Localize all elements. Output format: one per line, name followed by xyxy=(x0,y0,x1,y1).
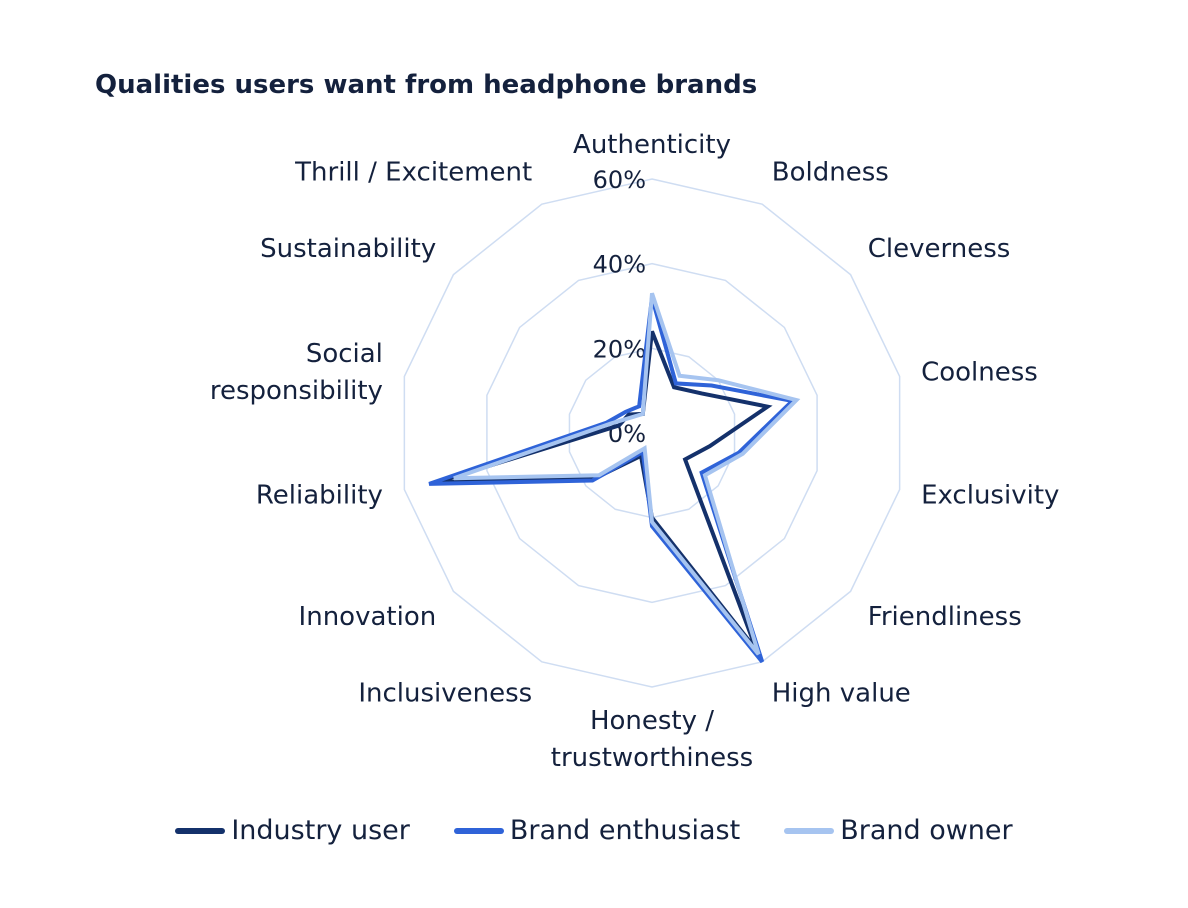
axis-label-social-responsibility: Social responsibility xyxy=(210,339,383,406)
legend-swatch-industry-user xyxy=(175,827,226,834)
axis-label-thrill-excitement: Thrill / Excitement xyxy=(294,157,532,187)
axis-label-authenticity: Authenticity xyxy=(573,130,731,160)
axis-label-cleverness: Cleverness xyxy=(868,234,1011,264)
legend-item-brand-owner: Brand owner xyxy=(784,815,1013,846)
legend-label-brand-enthusiast: Brand enthusiast xyxy=(509,815,741,846)
axis-label-sustainability: Sustainability xyxy=(260,234,436,264)
r-tick-label-0: 0% xyxy=(608,420,646,448)
axis-label-honesty-trustworthiness: Honesty / trustworthiness xyxy=(551,706,753,773)
series-line-brand-owner xyxy=(453,292,801,656)
r-tick-label-60: 60% xyxy=(593,166,646,194)
axis-label-high-value: High value xyxy=(772,679,911,709)
legend-item-brand-enthusiast: Brand enthusiast xyxy=(453,815,741,846)
gridline-ring-3 xyxy=(403,178,901,688)
r-tick-label-40: 40% xyxy=(593,251,646,279)
legend-label-industry-user: Industry user xyxy=(231,815,410,846)
axis-label-exclusivity: Exclusivity xyxy=(921,480,1059,510)
axis-label-inclusiveness: Inclusiveness xyxy=(358,679,532,709)
legend-swatch-brand-owner xyxy=(784,827,835,834)
axis-label-coolness: Coolness xyxy=(921,358,1038,388)
legend-swatch-brand-enthusiast xyxy=(453,827,504,834)
axis-label-boldness: Boldness xyxy=(772,157,889,187)
legend-label-brand-owner: Brand owner xyxy=(840,815,1013,846)
chart-title: Qualities users want from headphone bran… xyxy=(95,70,758,100)
chart-legend: Industry user Brand enthusiast Brand own… xyxy=(0,815,1188,846)
series-line-brand-enthusiast xyxy=(428,296,797,664)
axis-label-innovation: Innovation xyxy=(299,602,437,632)
gridline-ring-2 xyxy=(486,262,818,604)
legend-item-industry-user: Industry user xyxy=(175,815,410,846)
axis-label-friendliness: Friendliness xyxy=(868,602,1022,632)
axis-label-reliability: Reliability xyxy=(256,480,383,510)
r-tick-label-20: 20% xyxy=(593,335,646,363)
